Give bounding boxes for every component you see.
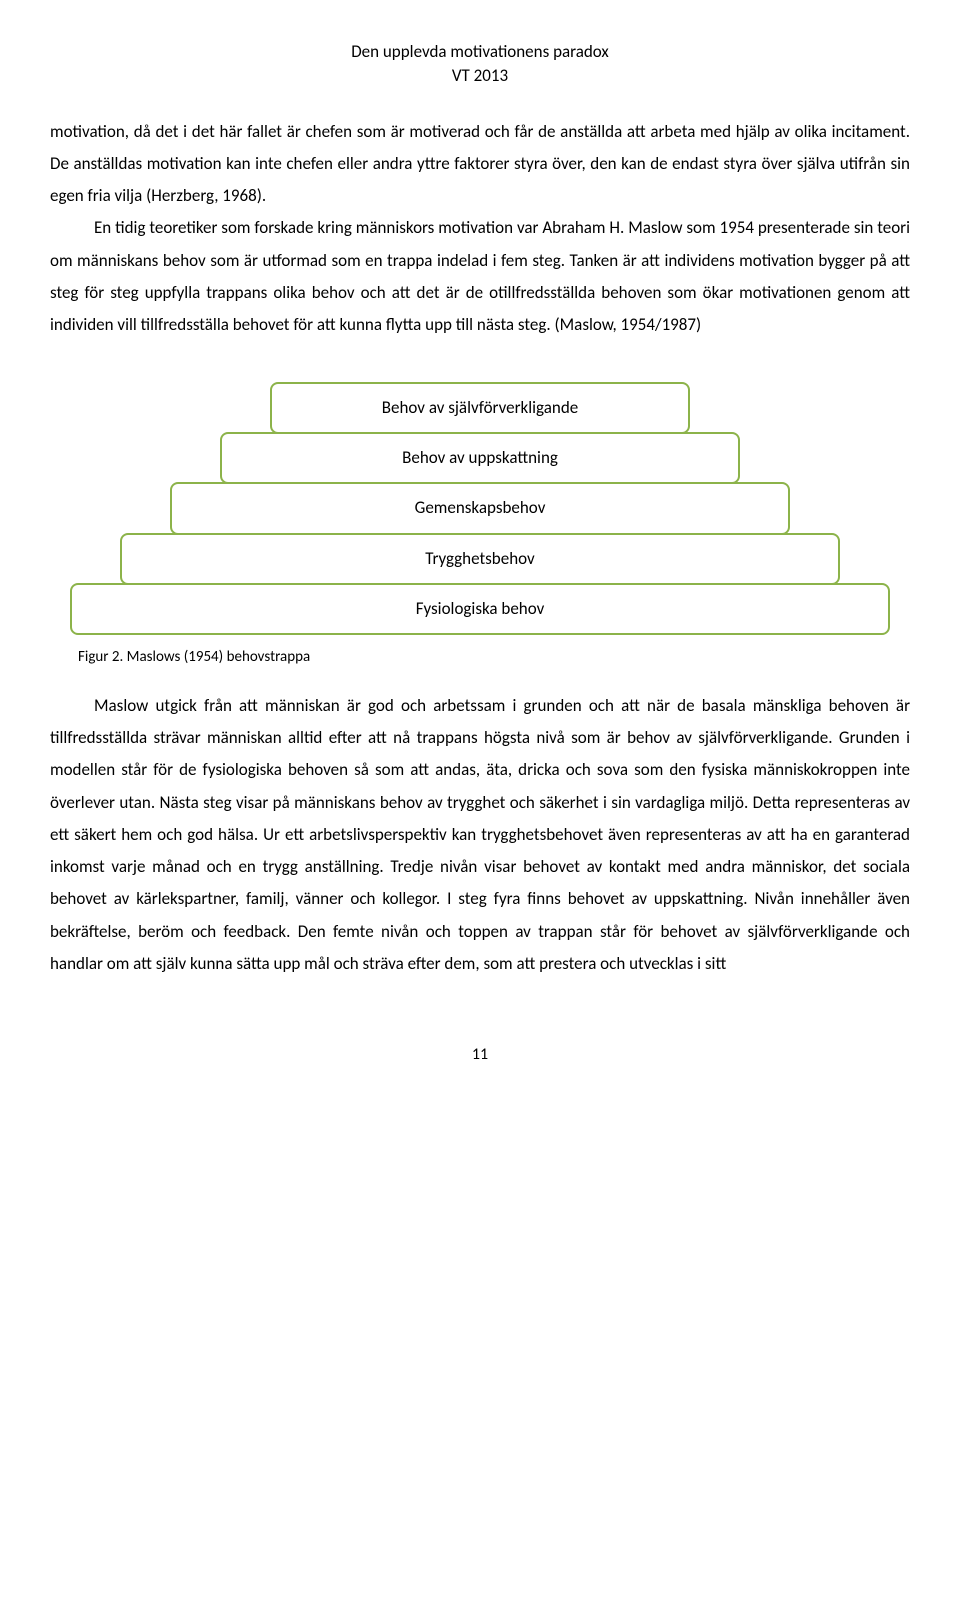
paragraph-2: En tidig teoretiker som forskade kring m… bbox=[50, 212, 910, 341]
pyramid-step-3: Gemenskapsbehov bbox=[170, 482, 790, 534]
paragraph-1: motivation, då det i det här fallet är c… bbox=[50, 116, 910, 213]
pyramid-step-label: Behov av uppskattning bbox=[402, 447, 558, 468]
pyramid-step-label: Fysiologiska behov bbox=[416, 598, 545, 619]
paragraph-3: Maslow utgick från att människan är god … bbox=[50, 690, 910, 981]
page-number: 11 bbox=[50, 1040, 910, 1070]
maslow-pyramid: Behov av självförverkligande Behov av up… bbox=[50, 382, 910, 635]
pyramid-caption: Figur 2. Maslows (1954) behovstrappa bbox=[50, 643, 910, 672]
pyramid-step-1: Fysiologiska behov bbox=[70, 583, 890, 635]
header-title: Den upplevda motivationens paradox bbox=[50, 40, 910, 64]
pyramid-step-4: Behov av uppskattning bbox=[220, 432, 740, 484]
pyramid-step-label: Behov av självförverkligande bbox=[382, 397, 578, 418]
pyramid-step-5: Behov av självförverkligande bbox=[270, 382, 690, 434]
header-subtitle: VT 2013 bbox=[50, 64, 910, 88]
pyramid-step-label: Trygghetsbehov bbox=[425, 548, 534, 569]
page-header: Den upplevda motivationens paradox VT 20… bbox=[50, 40, 910, 88]
pyramid-step-2: Trygghetsbehov bbox=[120, 533, 840, 585]
pyramid-step-label: Gemenskapsbehov bbox=[415, 497, 546, 518]
